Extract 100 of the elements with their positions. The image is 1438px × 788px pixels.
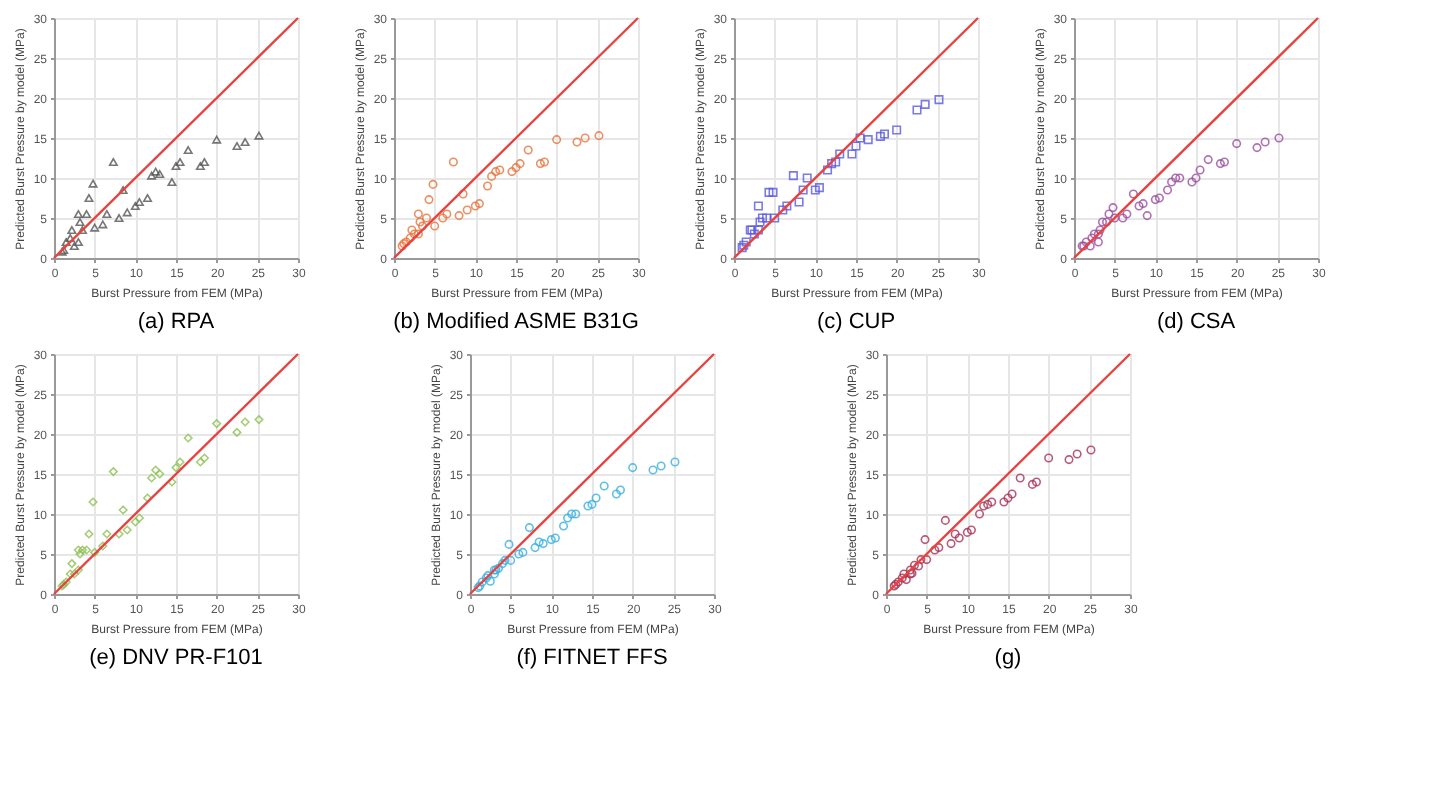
point (1003, 493, 1013, 503)
point (462, 205, 472, 215)
point (1260, 137, 1270, 147)
point (847, 149, 857, 159)
point (761, 213, 772, 223)
point (930, 545, 940, 555)
point (151, 167, 161, 176)
point (1195, 165, 1205, 175)
point (1134, 201, 1144, 211)
point (863, 135, 873, 145)
point (147, 171, 157, 180)
point (571, 509, 581, 519)
point (438, 213, 448, 223)
point (167, 177, 177, 187)
point (599, 481, 609, 491)
point (75, 549, 85, 559)
point (413, 229, 423, 239)
text: (d) CSA (1156, 310, 1237, 334)
point (934, 95, 944, 105)
point (1162, 185, 1173, 195)
point (73, 237, 83, 247)
point (755, 217, 765, 227)
point (983, 499, 993, 509)
point (482, 181, 493, 191)
point (183, 433, 193, 443)
point (155, 469, 165, 479)
text: (g) (994, 646, 1022, 670)
point (1187, 177, 1197, 187)
point (88, 179, 98, 188)
point (183, 145, 193, 155)
point (212, 135, 222, 144)
point (999, 497, 1009, 507)
point (851, 141, 861, 151)
point (782, 201, 792, 211)
point (987, 497, 997, 507)
point (530, 543, 540, 553)
point (1274, 133, 1284, 143)
point (98, 220, 108, 229)
point (240, 137, 250, 147)
point (458, 189, 468, 199)
point (470, 201, 480, 211)
point (920, 99, 930, 109)
point (794, 197, 804, 207)
point (1154, 193, 1164, 203)
point (81, 209, 92, 219)
point (1064, 455, 1074, 465)
point (171, 463, 181, 473)
point (424, 195, 434, 205)
point (753, 201, 763, 211)
point (73, 545, 83, 555)
point (572, 137, 582, 147)
point (1118, 213, 1128, 223)
point (69, 241, 79, 251)
point (518, 547, 528, 557)
point (539, 157, 550, 167)
point (114, 213, 124, 223)
point (130, 201, 140, 211)
point (1138, 199, 1148, 209)
point (788, 171, 798, 181)
point (611, 489, 621, 499)
point (835, 149, 845, 159)
point (875, 131, 885, 141)
point (240, 417, 250, 427)
point (65, 569, 75, 579)
point (974, 509, 985, 519)
point (195, 457, 205, 467)
point (1232, 139, 1242, 149)
point (950, 529, 960, 539)
point (670, 457, 680, 467)
point (892, 125, 902, 135)
point (405, 233, 415, 243)
point (535, 159, 545, 169)
point (454, 211, 464, 221)
point (855, 133, 865, 143)
point (108, 157, 118, 167)
point (77, 545, 88, 555)
point (954, 533, 964, 543)
point (1007, 489, 1017, 499)
point (940, 515, 950, 525)
text: (f) FITNET FFS (516, 646, 668, 670)
point (810, 185, 820, 195)
point (122, 208, 132, 217)
point (477, 577, 487, 587)
point (916, 555, 926, 565)
point (587, 499, 597, 509)
point (254, 131, 264, 140)
point (151, 465, 161, 475)
point (448, 157, 458, 167)
point (90, 547, 100, 557)
point (118, 185, 128, 195)
point (897, 573, 907, 583)
point (232, 141, 242, 151)
point (768, 187, 778, 197)
point (648, 465, 658, 475)
point (1122, 209, 1132, 219)
point (1085, 241, 1095, 251)
point (90, 223, 100, 232)
point (946, 539, 956, 549)
point (757, 213, 768, 223)
point (827, 159, 837, 169)
